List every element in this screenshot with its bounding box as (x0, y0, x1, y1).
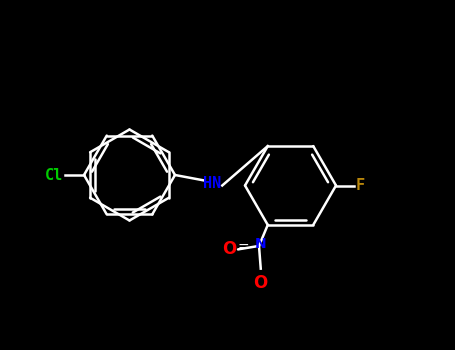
Text: O: O (253, 274, 268, 292)
Text: HN: HN (202, 176, 221, 191)
Text: O: O (222, 240, 236, 258)
Text: =: = (238, 241, 249, 255)
Text: Cl: Cl (45, 168, 63, 182)
Text: N: N (255, 237, 267, 251)
Text: F: F (355, 178, 364, 193)
